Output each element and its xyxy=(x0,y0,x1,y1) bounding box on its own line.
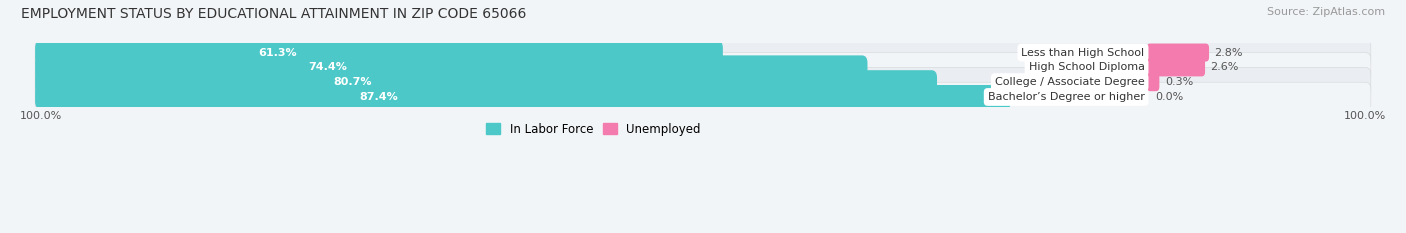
FancyBboxPatch shape xyxy=(35,85,1011,109)
FancyBboxPatch shape xyxy=(35,38,1371,67)
Text: College / Associate Degree: College / Associate Degree xyxy=(995,77,1144,87)
FancyBboxPatch shape xyxy=(35,82,1371,112)
Text: 74.4%: 74.4% xyxy=(309,62,347,72)
Text: 2.6%: 2.6% xyxy=(1211,62,1239,72)
FancyBboxPatch shape xyxy=(35,55,868,79)
Text: Source: ZipAtlas.com: Source: ZipAtlas.com xyxy=(1267,7,1385,17)
FancyBboxPatch shape xyxy=(35,53,1371,82)
Text: 2.8%: 2.8% xyxy=(1215,48,1243,58)
FancyBboxPatch shape xyxy=(1147,58,1205,76)
FancyBboxPatch shape xyxy=(35,70,936,94)
Text: 0.3%: 0.3% xyxy=(1166,77,1194,87)
Text: Bachelor’s Degree or higher: Bachelor’s Degree or higher xyxy=(987,92,1144,102)
Text: 87.4%: 87.4% xyxy=(359,92,398,102)
Text: EMPLOYMENT STATUS BY EDUCATIONAL ATTAINMENT IN ZIP CODE 65066: EMPLOYMENT STATUS BY EDUCATIONAL ATTAINM… xyxy=(21,7,526,21)
Text: 61.3%: 61.3% xyxy=(259,48,297,58)
Legend: In Labor Force, Unemployed: In Labor Force, Unemployed xyxy=(486,123,700,136)
FancyBboxPatch shape xyxy=(1147,73,1160,91)
Text: 0.0%: 0.0% xyxy=(1156,92,1184,102)
Text: Less than High School: Less than High School xyxy=(1021,48,1144,58)
Text: High School Diploma: High School Diploma xyxy=(1029,62,1144,72)
FancyBboxPatch shape xyxy=(1147,44,1209,62)
FancyBboxPatch shape xyxy=(35,41,723,65)
Text: 80.7%: 80.7% xyxy=(333,77,371,87)
FancyBboxPatch shape xyxy=(35,67,1371,97)
